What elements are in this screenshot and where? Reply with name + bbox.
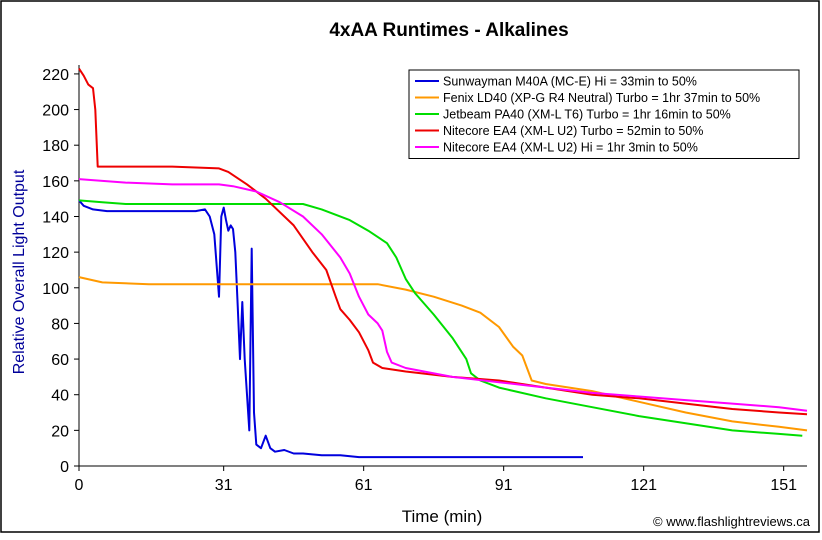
series-lines <box>78 68 808 459</box>
legend-entry: Jetbeam PA40 (XM-L T6) Turbo = 1hr 16min… <box>443 108 731 122</box>
x-tick-label: 61 <box>355 477 373 494</box>
axes: 0 20 40 60 80 100 120 140 160 180 200 220 0 31 61 91 121… <box>42 65 807 494</box>
x-axis-label: Time (min) <box>402 507 483 526</box>
x-tick-label: 121 <box>630 477 657 494</box>
y-tick-label: 100 <box>42 281 69 298</box>
y-tick-label: 40 <box>51 388 69 405</box>
series-line-3 <box>78 199 803 437</box>
credit-text: © www.flashlightreviews.ca <box>653 514 811 529</box>
y-tick-label: 0 <box>60 459 69 476</box>
y-tick-label: 220 <box>42 67 69 84</box>
x-tick-label: 0 <box>75 477 84 494</box>
legend-entry: Sunwayman M40A (MC-E) Hi = 33min to 50% <box>443 75 697 89</box>
y-tick-label: 180 <box>42 138 69 155</box>
legend-entry: Fenix LD40 (XP-G R4 Neutral) Turbo = 1hr… <box>443 91 760 105</box>
x-tick-label: 31 <box>215 477 233 494</box>
y-tick-label: 140 <box>42 209 69 226</box>
y-tick-label: 160 <box>42 174 69 191</box>
legend-box <box>408 69 800 159</box>
y-tick-label: 200 <box>42 103 69 120</box>
y-tick-label: 80 <box>51 316 69 333</box>
legend-entry: Nitecore EA4 (XM-L U2) Turbo = 52min to … <box>443 124 703 138</box>
series-line-1 <box>78 199 583 459</box>
y-tick-label: 20 <box>51 423 69 440</box>
series-line-5 <box>78 178 808 412</box>
x-tick-label: 91 <box>495 477 513 494</box>
series-line-4 <box>78 68 808 416</box>
chart-title: 4xAA Runtimes - Alkalines <box>329 20 568 41</box>
series-line-2 <box>78 276 808 432</box>
legend-entry: Nitecore EA4 (XM-L U2) Hi = 1hr 3min to … <box>443 141 698 155</box>
x-tick-label: 151 <box>770 477 797 494</box>
y-axis-label: Relative Overall Light Output <box>11 169 28 374</box>
y-tick-label: 60 <box>51 352 69 369</box>
y-tick-label: 120 <box>42 245 69 262</box>
legend: Sunwayman M40A (MC-E) Hi = 33min to 50% F… <box>408 69 800 159</box>
